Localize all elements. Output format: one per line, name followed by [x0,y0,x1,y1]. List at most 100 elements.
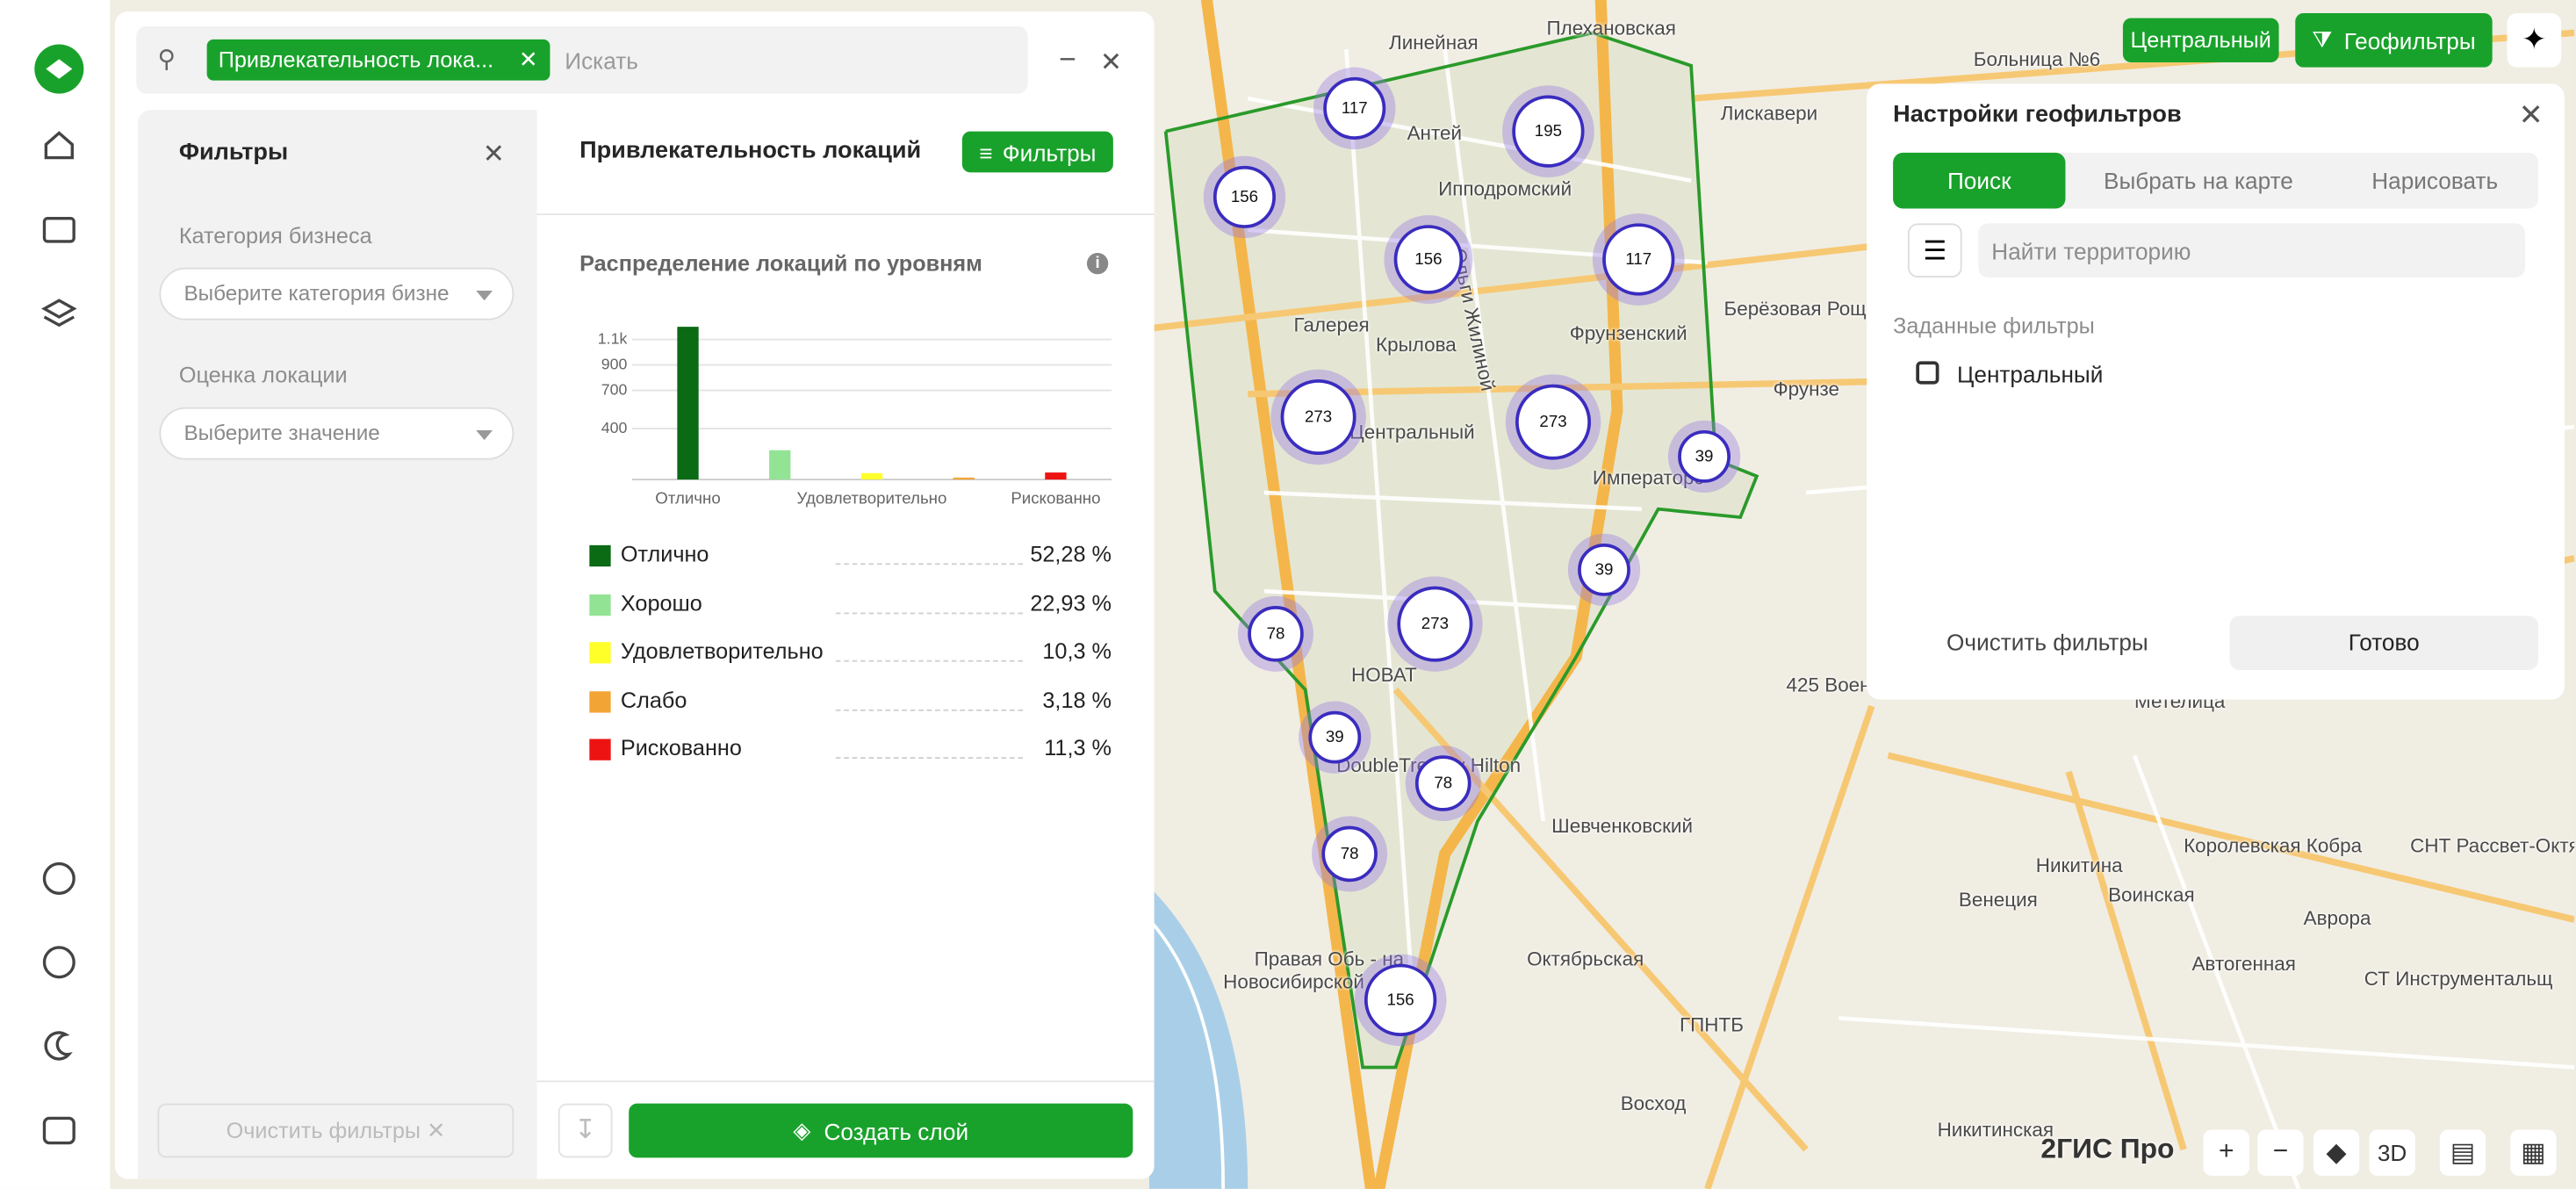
legend-swatch [589,739,611,760]
x-tick-label: Рискованно [1011,488,1100,507]
map-label: Крылова [1376,333,1457,357]
list-button[interactable]: ☰ [1907,223,1962,278]
y-tick-label: 900 [601,355,628,372]
cluster-count: 117 [1602,223,1675,296]
map-label: Плехановская [1546,16,1676,40]
legend-row: Слабо 3,18 % [589,686,1112,718]
profile-icon[interactable] [42,861,76,895]
info-icon[interactable]: i [1086,252,1109,275]
map-label: Октябрьская [1527,947,1644,971]
legend-row: Отлично 52,28 % [589,540,1112,573]
zoom-out[interactable]: − [2257,1129,2304,1176]
chip-remove[interactable]: ✕ [518,46,538,73]
ruler[interactable]: ▤ [2439,1129,2486,1176]
territory-search[interactable] [1978,223,2526,278]
legend-name: Удовлетворительно [620,638,824,664]
close-button[interactable]: ✕ [2518,98,2544,132]
create-layer-button[interactable]: ◈ Создать слой [629,1103,1133,1158]
map-label: Автогенная [2191,952,2296,976]
legend-swatch [589,690,611,712]
field-label: Категория бизнеса [178,223,372,249]
clear-geofilters[interactable]: Очистить фильтры [1946,629,2148,656]
theme-icon[interactable] [44,1031,73,1061]
map-layers[interactable]: ▦ [2510,1129,2557,1176]
chart: 400 700 900 1.1k Отлично Удовлетворительно Рис… [598,327,1112,507]
view-3d[interactable]: 3D [2369,1129,2415,1176]
cluster[interactable]: 39 [1299,701,1371,774]
tab[interactable]: Поиск [1893,152,2066,209]
cluster[interactable]: 78 [1312,816,1388,892]
cluster[interactable]: 117 [1313,67,1396,150]
cluster-count: 39 [1308,710,1362,764]
bar [953,477,975,480]
map-label: Шевченковский [1551,814,1693,838]
map-label: Никитинская [1937,1118,2054,1142]
search-icon: ⚲ [157,46,176,75]
cluster[interactable]: 273 [1270,369,1366,465]
map-label: Аврора [2303,906,2371,930]
legend-row: Рискованно 11,3 % [589,734,1112,767]
home-icon[interactable] [44,131,74,160]
x-tick-label: Удовлетворительно [797,488,947,507]
cluster[interactable]: 273 [1505,374,1601,470]
rating-select[interactable]: Выберите значение [159,407,514,460]
legend-share: 11,3 % [1044,735,1112,760]
ai-button[interactable]: ✦ [2507,12,2562,68]
cluster[interactable]: 39 [1667,420,1741,493]
clear-filters[interactable]: Очистить фильтры ✕ [157,1103,514,1158]
zoom-in[interactable]: + [2203,1129,2249,1176]
collapse-icon[interactable] [42,1116,76,1145]
folder-icon[interactable] [42,217,76,243]
cluster[interactable]: 273 [1387,576,1483,672]
filters-close[interactable]: ✕ [482,141,505,169]
legend-share: 22,93 % [1030,590,1112,616]
compass[interactable]: ◆ [2313,1129,2360,1176]
bar [677,327,699,480]
cluster[interactable]: 156 [1203,155,1286,239]
cluster[interactable]: 39 [1567,533,1641,607]
applied-item: Центральный [1957,361,2104,388]
help-icon[interactable] [42,946,76,979]
legend-dots [835,563,1024,566]
cluster[interactable]: 117 [1592,213,1685,306]
cluster-count: 156 [1393,225,1464,294]
clear-filters-label: Очистить фильтры [226,1118,421,1143]
category-select[interactable]: Выберите категория бизне [159,267,514,321]
cluster-count: 195 [1512,95,1585,168]
legend-name: Хорошо [620,590,702,616]
close[interactable]: ✕ [1099,49,1122,77]
cluster[interactable]: 156 [1384,214,1473,304]
legend-swatch [589,594,611,616]
tab[interactable]: Нарисовать [2371,167,2499,194]
y-tick-label: 1.1k [598,329,628,347]
legend-name: Слабо [620,687,687,712]
map-label: Галерея [1293,313,1370,337]
map-label: Больница №6 [1973,47,2101,71]
minimize[interactable]: − [1059,42,1076,76]
legend-swatch [589,642,611,664]
cluster[interactable]: 78 [1405,745,1481,821]
tab[interactable]: Выбрать на карте [2103,167,2293,194]
map-label: Фрунзенский [1569,321,1687,345]
district-button[interactable]: Центральный [2122,18,2279,63]
done-button[interactable]: Готово [2229,616,2539,670]
layers-icon[interactable] [41,299,77,328]
map-label: Никитина [2035,854,2123,877]
search-chip[interactable] [206,39,550,81]
cluster-count: 273 [1280,378,1356,455]
cluster-count: 78 [1248,606,1304,662]
logo[interactable] [34,44,84,94]
map-label: Берёзовая Рощ [1723,297,1867,321]
filters-button[interactable]: ≡ Фильтры [961,131,1113,173]
cluster-count: 39 [1578,543,1630,596]
cluster[interactable]: 195 [1502,85,1594,177]
geofilters-button[interactable]: ⧩ Геофильтры [2295,12,2493,68]
legend-dots [835,708,1024,710]
cluster[interactable]: 78 [1237,595,1313,672]
download-button[interactable]: ↧ [558,1103,613,1158]
legend-dots [835,757,1024,759]
cluster-count: 78 [1321,825,1378,883]
cluster-count: 117 [1323,76,1386,140]
cluster[interactable]: 156 [1354,954,1447,1047]
cluster-count: 156 [1212,165,1276,228]
